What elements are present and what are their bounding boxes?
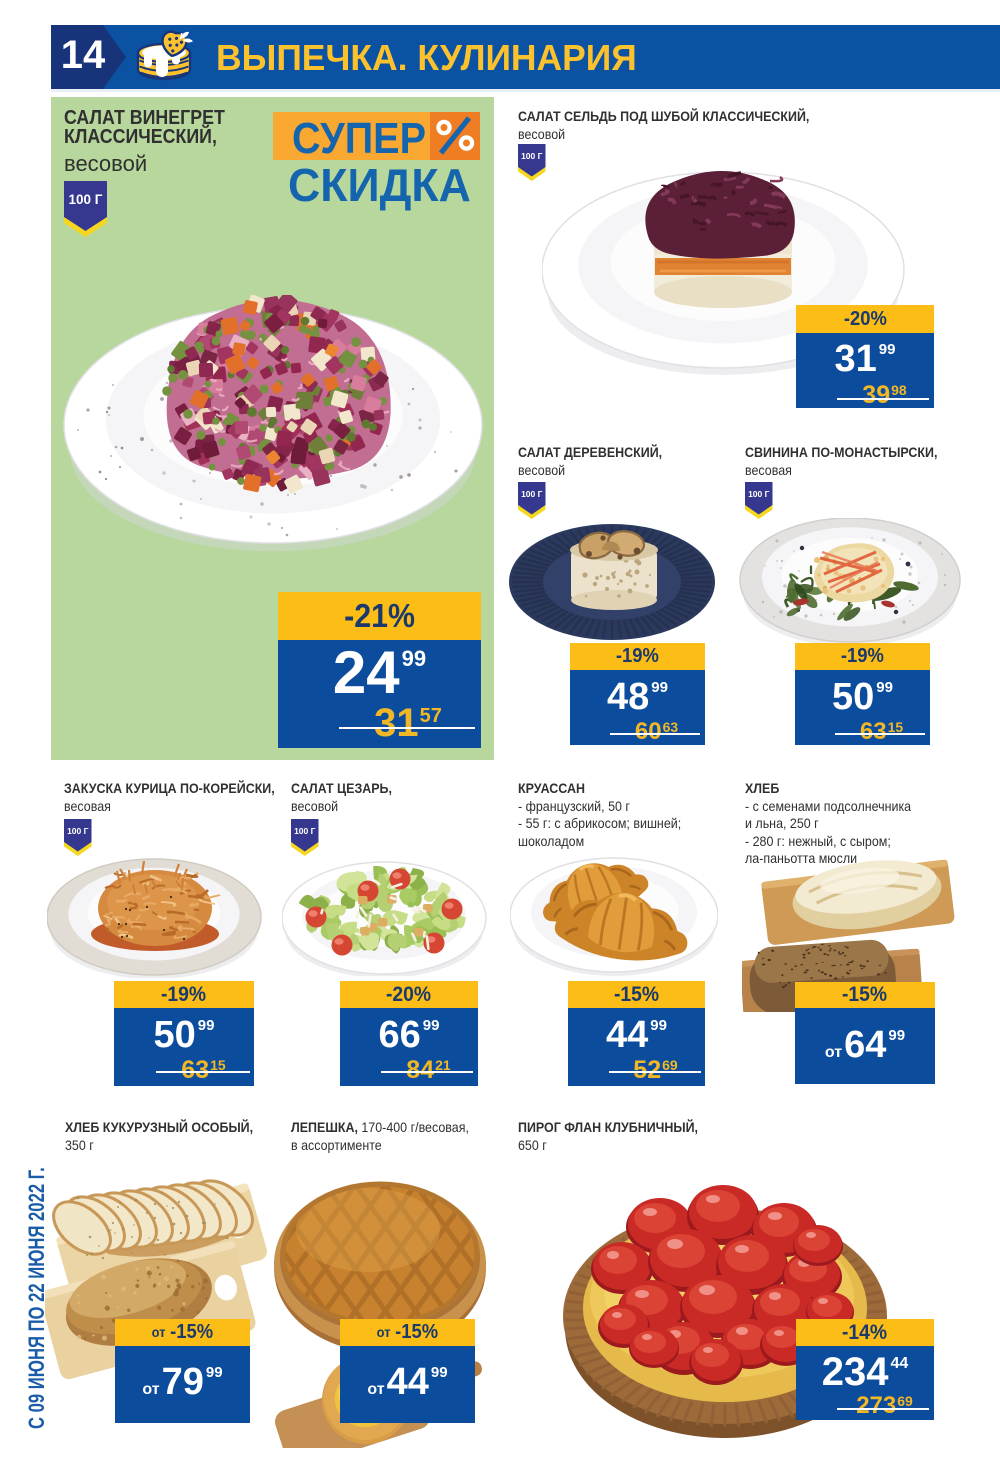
svg-text:100 Г: 100 Г bbox=[521, 489, 543, 499]
svg-text:100 Г: 100 Г bbox=[521, 151, 543, 161]
svg-text:100 Г: 100 Г bbox=[748, 489, 770, 499]
svg-text:100 Г: 100 Г bbox=[294, 826, 316, 836]
svg-text:100 Г: 100 Г bbox=[67, 826, 89, 836]
svg-text:100 Г: 100 Г bbox=[69, 192, 103, 207]
